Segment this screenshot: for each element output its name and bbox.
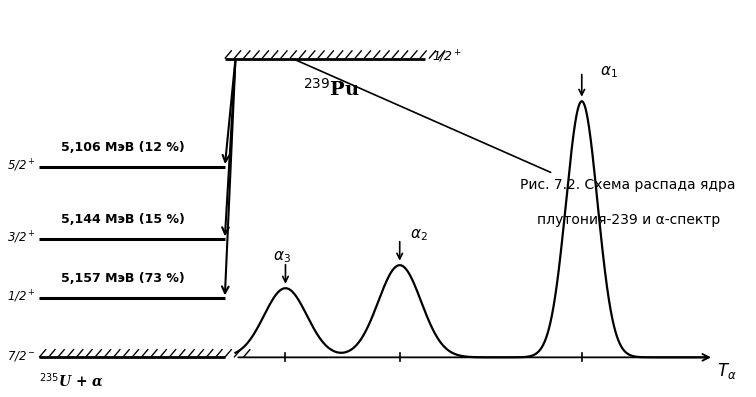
Text: 1/2$^+$: 1/2$^+$ [432,49,462,65]
Text: $T_{\alpha}$: $T_{\alpha}$ [717,361,737,381]
Text: $\alpha_3$: $\alpha_3$ [273,249,291,265]
Text: $^{239}$Pu: $^{239}$Pu [303,78,361,100]
Text: Рис. 7.2. Схема распада ядра: Рис. 7.2. Схема распада ядра [520,178,736,192]
Text: 5,157 МэВ (73 %): 5,157 МэВ (73 %) [60,272,184,285]
Text: 3/2$^+$: 3/2$^+$ [8,230,36,246]
Text: 5/2$^+$: 5/2$^+$ [8,158,36,174]
Text: 5,106 МэВ (12 %): 5,106 МэВ (12 %) [60,141,184,154]
Text: 5,144 МэВ (15 %): 5,144 МэВ (15 %) [60,213,184,226]
Text: $^{235}$U + α: $^{235}$U + α [39,372,104,390]
Text: 7/2$^-$: 7/2$^-$ [8,349,36,363]
Text: $\alpha_2$: $\alpha_2$ [411,228,428,243]
Text: $\alpha_1$: $\alpha_1$ [600,64,618,79]
Text: 1/2$^+$: 1/2$^+$ [8,289,36,305]
Text: плутония-239 и α-спектр: плутония-239 и α-спектр [537,213,720,227]
